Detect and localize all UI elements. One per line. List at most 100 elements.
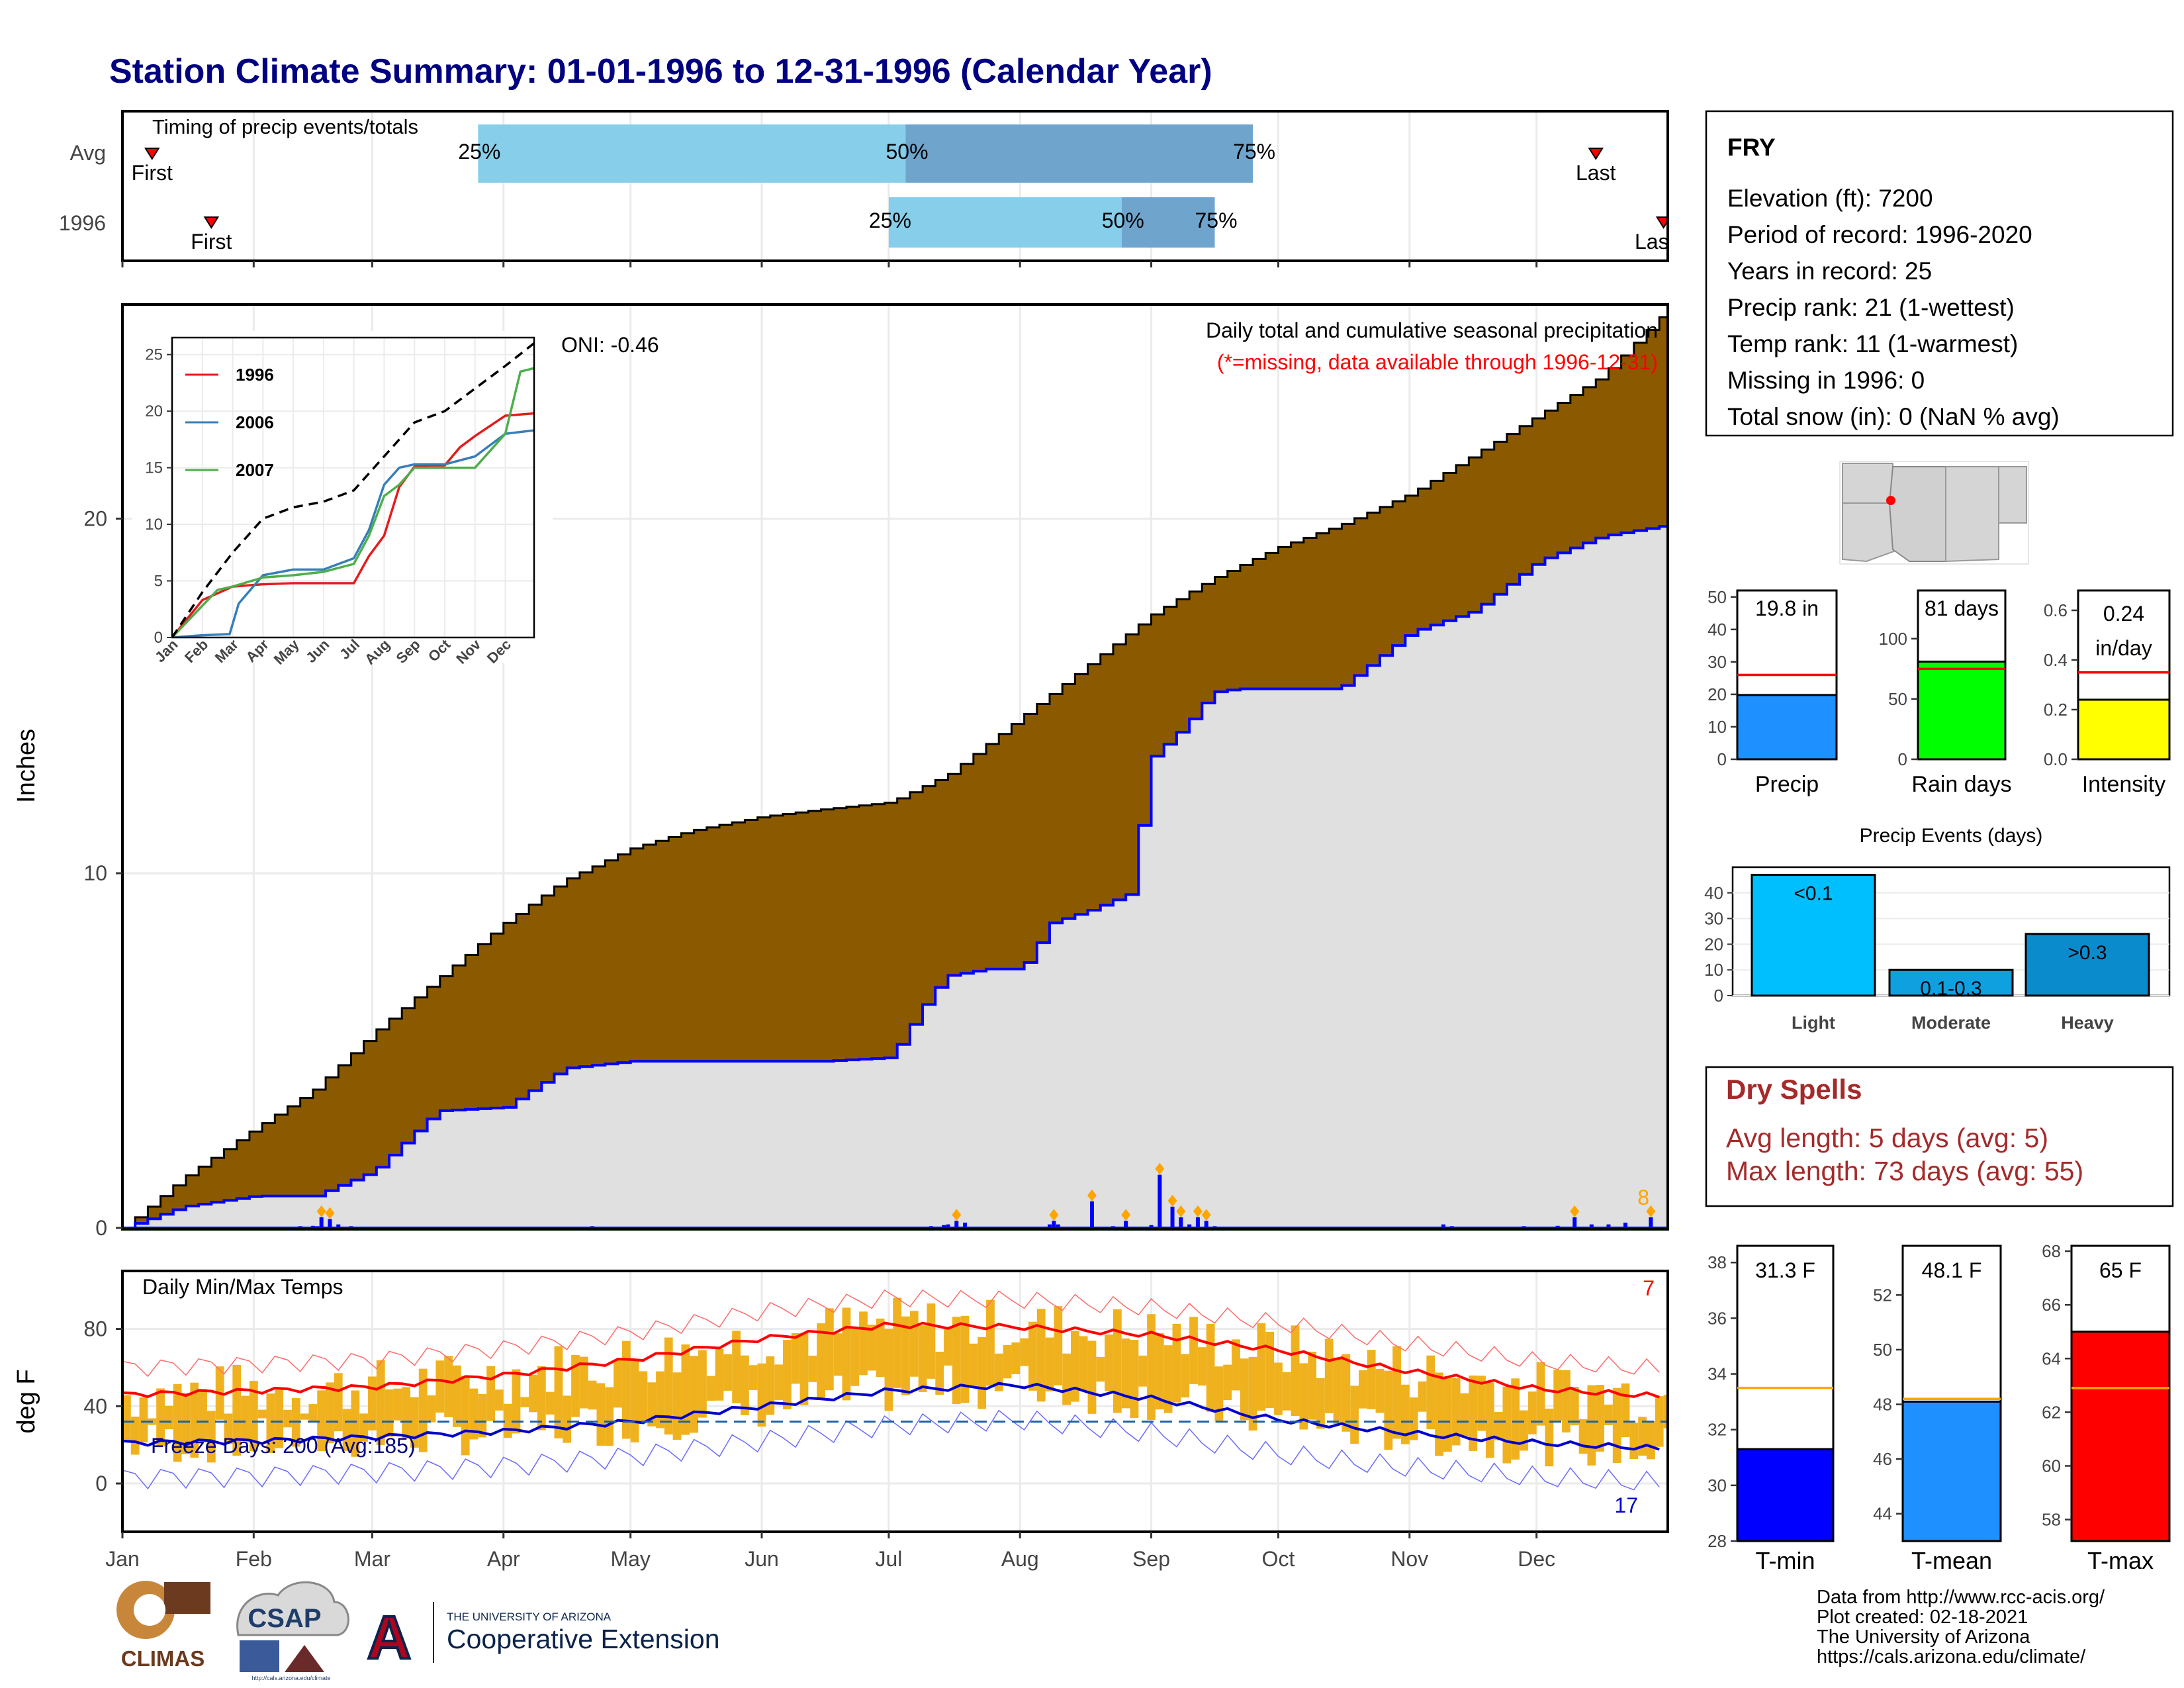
daily-temp-bar bbox=[351, 1390, 360, 1457]
daily-temp-bar bbox=[1155, 1333, 1164, 1410]
temp-ytick-label-t-mean: 46 bbox=[1873, 1449, 1892, 1469]
daily-temp-bar bbox=[672, 1372, 682, 1440]
daily-temp-bar bbox=[588, 1380, 597, 1410]
temp-ytick-label-t-mean: 44 bbox=[1873, 1504, 1892, 1524]
temp-ytick-label-t-min: 34 bbox=[1707, 1364, 1727, 1384]
temp-bar-t-max bbox=[2070, 1331, 2171, 1542]
precip-yaxis: 0 10 20 bbox=[83, 506, 122, 1240]
summary-ytick-label-precip: 30 bbox=[1707, 652, 1727, 672]
daily-temp-bar bbox=[1409, 1397, 1418, 1440]
daily-temp-bar bbox=[986, 1299, 995, 1386]
daily-temp-bar bbox=[334, 1373, 343, 1432]
daily-temp-bar bbox=[715, 1348, 724, 1401]
events-ytick-label-10: 10 bbox=[1704, 960, 1723, 980]
summary-value-rain-days: 81 days bbox=[1925, 596, 1999, 620]
daily-temp-bar bbox=[614, 1360, 622, 1408]
footer-line-1: Data from http://www.rcc-acis.org/ bbox=[1817, 1587, 2105, 1608]
timing-first-marker-1996 bbox=[203, 216, 220, 229]
month-label-Aug: Aug bbox=[1001, 1547, 1039, 1571]
daily-temp-bar bbox=[1342, 1354, 1351, 1432]
daily-precip-bar bbox=[1187, 1224, 1192, 1228]
summary-value2-intensity: in/day bbox=[2095, 636, 2152, 660]
daily-precip-bar bbox=[1589, 1224, 1594, 1228]
daily-precip-bar bbox=[209, 1227, 214, 1228]
daily-precip-bar bbox=[654, 1227, 659, 1228]
daily-temp-bar bbox=[402, 1387, 411, 1439]
temp-ytick-label-t-max: 64 bbox=[2042, 1348, 2061, 1368]
csap-bars-icon bbox=[240, 1640, 279, 1672]
daily-precip-bar bbox=[285, 1227, 290, 1228]
daily-temp-bar bbox=[1629, 1423, 1639, 1460]
events-bar-light bbox=[1751, 874, 1876, 997]
temp-label-t-max: T-max bbox=[2087, 1547, 2154, 1574]
events-ytick-label-30: 30 bbox=[1704, 909, 1723, 929]
precip-frame bbox=[121, 303, 1669, 1231]
station-years: Years in record: 25 bbox=[1727, 258, 1932, 285]
daily-temp-bar bbox=[579, 1356, 588, 1409]
daily-temp-bar bbox=[1036, 1309, 1046, 1402]
ua-logo-a-icon: A bbox=[367, 1604, 411, 1671]
summary-ytick-label-rain-days: 100 bbox=[1879, 629, 1907, 649]
daily-precip-bar bbox=[721, 1227, 726, 1228]
oni-label: ONI: -0.46 bbox=[561, 333, 659, 357]
summary-bar-rain-days bbox=[1917, 660, 2007, 761]
daily-temp-bar bbox=[469, 1388, 478, 1440]
temp-ytick-label-80: 80 bbox=[83, 1317, 107, 1341]
timing-last-marker-avg bbox=[1588, 148, 1604, 160]
daily-precip-bar bbox=[1649, 1217, 1653, 1228]
daily-temp-bar bbox=[1324, 1338, 1334, 1413]
timing-label: Timing of precip events/totals bbox=[152, 115, 418, 138]
month-label-Nov: Nov bbox=[1390, 1547, 1428, 1571]
timing-bars: 25% 50% 75% First Last 25% 50% 75% First Last bbox=[132, 124, 1675, 254]
daily-temp-bar bbox=[232, 1364, 242, 1456]
daily-temp-bar bbox=[681, 1344, 690, 1435]
daily-temp-bar bbox=[1206, 1323, 1215, 1412]
daily-precip-bar bbox=[1212, 1226, 1217, 1228]
daily-temp-bar bbox=[901, 1316, 910, 1395]
daily-temp-bar bbox=[435, 1360, 445, 1413]
daily-precip-bar bbox=[1204, 1221, 1208, 1228]
legend-label-1996: 1996 bbox=[236, 365, 274, 385]
daily-temp-bar bbox=[1054, 1306, 1063, 1385]
climas-logo-center bbox=[134, 1594, 165, 1626]
dry-spells-avg: Avg length: 5 days (avg: 5) bbox=[1726, 1123, 2048, 1153]
daily-temp-bar bbox=[1299, 1363, 1308, 1430]
events-bar-label-moderate: 0.1-0.3 bbox=[1920, 978, 1981, 1000]
csap-url: http://cals.arizona.edu/climate bbox=[251, 1675, 330, 1681]
daily-temp-bar bbox=[181, 1393, 191, 1454]
daily-precip-bar bbox=[1449, 1226, 1454, 1228]
daily-temp-bar bbox=[1087, 1340, 1097, 1414]
csap-mountain-icon bbox=[285, 1645, 324, 1672]
daily-temp-bar bbox=[1274, 1362, 1283, 1415]
cold-day-count: 17 bbox=[1614, 1493, 1638, 1517]
daily-temp-bar bbox=[206, 1411, 216, 1463]
daily-temp-bar bbox=[994, 1353, 1003, 1391]
month-label-Feb: Feb bbox=[236, 1547, 272, 1571]
daily-temp-bar bbox=[749, 1365, 758, 1390]
daily-temp-bar bbox=[494, 1389, 504, 1411]
temp-ytick-label-t-min: 36 bbox=[1707, 1308, 1727, 1328]
footer-line-3: The University of Arizona bbox=[1817, 1626, 2030, 1648]
temp-label-t-mean: T-mean bbox=[1911, 1547, 1992, 1574]
daily-temp-bar bbox=[1359, 1370, 1367, 1409]
daily-temp-bar bbox=[833, 1333, 842, 1376]
daily-temp-bar bbox=[1578, 1419, 1588, 1454]
timing-last-label-1996: Last bbox=[1635, 230, 1675, 254]
temp-ytick-label-t-max: 68 bbox=[2042, 1241, 2061, 1261]
events-bar-moderate bbox=[1888, 968, 2014, 997]
events-bar-heavy bbox=[2025, 933, 2150, 997]
daily-temp-bar bbox=[1570, 1387, 1579, 1426]
month-label-Jan: Jan bbox=[105, 1547, 140, 1571]
daily-temp-bar bbox=[342, 1409, 351, 1451]
daily-temp-bar bbox=[698, 1350, 707, 1418]
daily-temp-bar bbox=[164, 1405, 173, 1430]
daily-temp-bar bbox=[630, 1360, 639, 1443]
temp-ytick-label-t-max: 66 bbox=[2042, 1295, 2061, 1315]
daily-precip-bar bbox=[1623, 1222, 1628, 1228]
station-precip-rank: Precip rank: 21 (1-wettest) bbox=[1727, 294, 2015, 321]
daily-temp-bar bbox=[1291, 1325, 1300, 1417]
timing-frame bbox=[121, 110, 1669, 262]
summary-label-rain-days: Rain days bbox=[1911, 772, 2011, 797]
daily-temp-bar bbox=[1460, 1393, 1469, 1436]
record-low-line bbox=[122, 1409, 1660, 1491]
